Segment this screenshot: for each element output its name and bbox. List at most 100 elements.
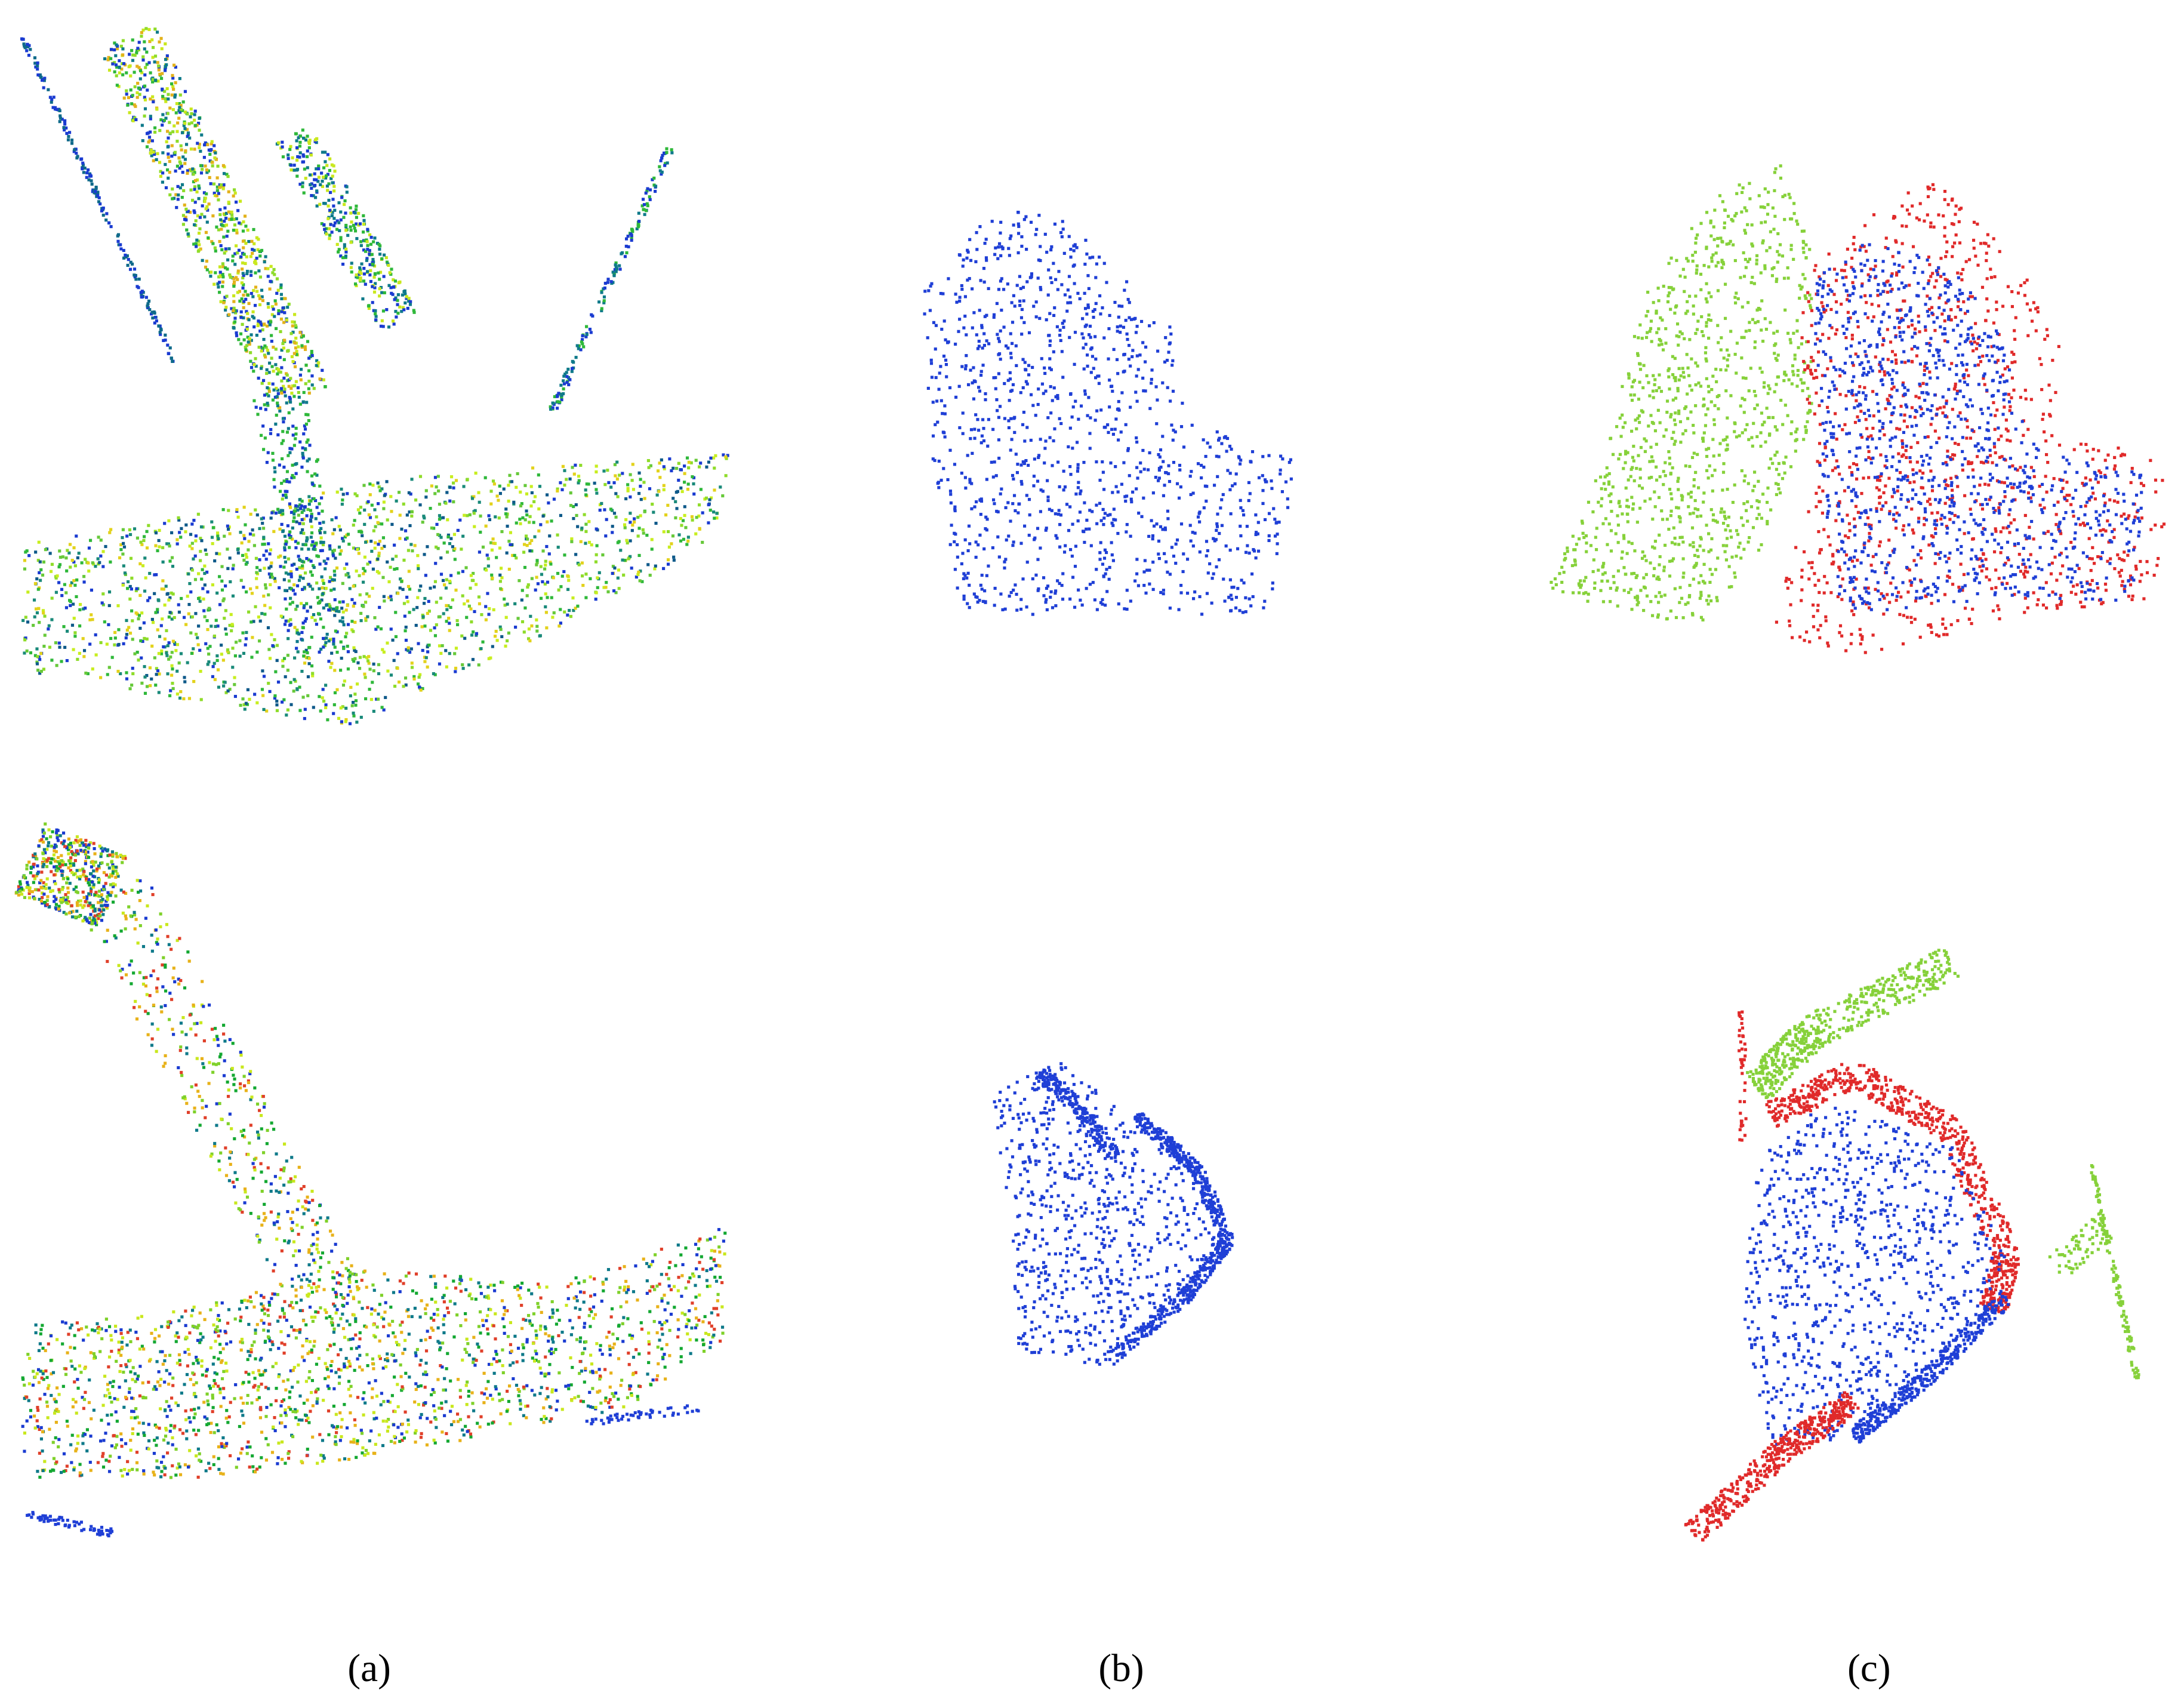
point	[224, 584, 227, 587]
point	[441, 644, 444, 647]
point	[110, 48, 113, 51]
point	[27, 54, 30, 57]
point	[935, 376, 938, 379]
point	[1039, 546, 1042, 549]
point	[1572, 591, 1575, 594]
point	[1668, 574, 1671, 577]
point	[350, 220, 353, 223]
point	[1098, 382, 1101, 385]
point	[454, 589, 457, 592]
point	[181, 131, 184, 134]
point	[553, 498, 556, 501]
point	[642, 528, 645, 531]
point	[152, 621, 155, 624]
point	[700, 488, 703, 491]
point	[174, 649, 177, 652]
point	[643, 213, 646, 216]
point	[156, 30, 159, 33]
point	[306, 135, 309, 138]
point	[198, 232, 201, 235]
point	[1074, 400, 1077, 403]
point	[242, 306, 245, 309]
point	[302, 457, 305, 460]
point	[147, 524, 150, 527]
point	[1105, 590, 1108, 593]
point	[1251, 450, 1254, 453]
point	[929, 285, 932, 288]
point	[1044, 390, 1047, 393]
point	[285, 319, 288, 322]
point	[82, 575, 85, 578]
point	[1232, 586, 1235, 589]
point	[1133, 580, 1136, 583]
point	[629, 521, 632, 524]
point	[489, 503, 492, 506]
point	[334, 691, 337, 694]
point	[484, 476, 487, 479]
point	[75, 534, 78, 537]
point	[1699, 594, 1702, 597]
point	[1113, 301, 1116, 304]
point	[349, 225, 352, 228]
point	[215, 552, 218, 555]
point	[580, 340, 583, 343]
point	[1662, 285, 1665, 288]
point	[38, 541, 41, 544]
point	[1089, 325, 1092, 328]
point	[964, 295, 967, 298]
point	[187, 131, 190, 134]
point	[168, 641, 171, 644]
point	[1563, 571, 1566, 574]
point	[658, 165, 661, 168]
point	[233, 317, 236, 320]
point	[1249, 492, 1252, 495]
point	[180, 597, 183, 600]
point	[1180, 522, 1183, 525]
point	[394, 611, 397, 614]
point	[118, 66, 121, 69]
point	[1087, 306, 1090, 309]
point	[1022, 299, 1025, 302]
point	[284, 297, 287, 300]
point	[943, 319, 946, 322]
point	[313, 178, 316, 181]
point	[491, 549, 494, 552]
point	[1011, 301, 1014, 304]
point	[1226, 469, 1229, 472]
point	[1022, 286, 1025, 289]
point	[636, 516, 639, 519]
point	[244, 524, 247, 527]
point	[1022, 411, 1025, 414]
point	[1019, 542, 1022, 545]
point	[1691, 456, 1694, 459]
point	[170, 592, 173, 595]
point	[172, 88, 175, 91]
point	[1116, 325, 1119, 328]
point	[581, 584, 584, 587]
point	[445, 604, 448, 607]
point	[1128, 474, 1131, 477]
point	[363, 523, 366, 526]
point	[572, 517, 575, 520]
point	[1052, 350, 1055, 353]
point	[193, 223, 196, 226]
point	[1229, 549, 1232, 552]
point	[227, 690, 230, 693]
point	[1288, 461, 1291, 464]
point	[273, 694, 276, 697]
point	[521, 620, 524, 623]
point	[175, 102, 178, 105]
point	[172, 108, 175, 111]
point	[295, 472, 298, 475]
point	[301, 695, 304, 698]
point	[582, 345, 585, 348]
point	[131, 638, 134, 641]
point	[492, 479, 495, 482]
point	[996, 302, 999, 305]
point	[116, 670, 119, 673]
point	[472, 630, 475, 633]
point	[434, 634, 437, 637]
point	[1112, 433, 1115, 436]
point	[362, 219, 365, 222]
point	[328, 544, 331, 547]
